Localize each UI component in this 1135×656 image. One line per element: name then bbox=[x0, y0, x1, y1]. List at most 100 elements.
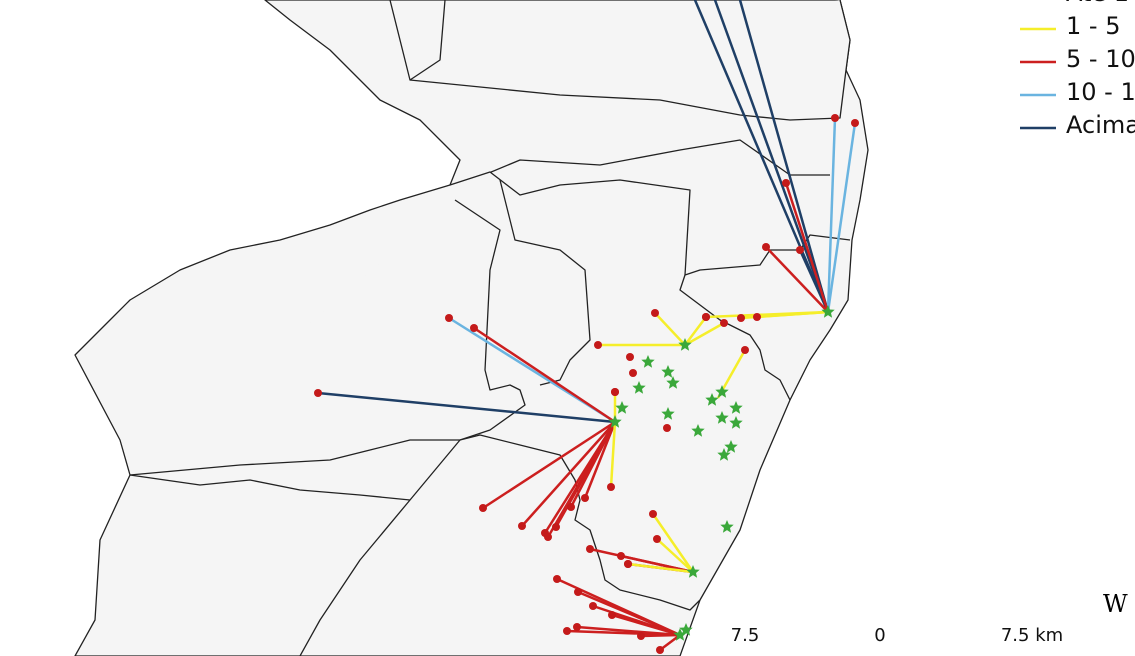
link bbox=[656, 538, 694, 573]
destination-star bbox=[686, 565, 700, 578]
link bbox=[784, 182, 830, 313]
origin-point bbox=[445, 314, 453, 322]
scale-label: 7.5 km bbox=[1001, 625, 1063, 646]
destination-star bbox=[661, 407, 675, 420]
link bbox=[826, 117, 837, 313]
destination-star bbox=[821, 305, 835, 318]
origin-point bbox=[607, 483, 615, 491]
destination-star bbox=[632, 381, 646, 394]
origin-point bbox=[617, 552, 625, 560]
origin-point bbox=[563, 627, 571, 635]
origin-point bbox=[553, 575, 561, 583]
scale-label: 7.5 bbox=[731, 625, 760, 646]
destination-star bbox=[673, 628, 687, 641]
destination-star bbox=[729, 416, 743, 429]
link bbox=[473, 326, 616, 424]
origin-point bbox=[594, 341, 602, 349]
points bbox=[314, 114, 859, 654]
link bbox=[609, 421, 617, 488]
origin-point bbox=[653, 535, 661, 543]
origin-point bbox=[753, 313, 761, 321]
links bbox=[317, 0, 857, 651]
link bbox=[654, 312, 686, 346]
origin-point bbox=[470, 324, 478, 332]
origin-point bbox=[651, 309, 659, 317]
link bbox=[684, 321, 725, 347]
destination-star bbox=[661, 365, 675, 378]
link bbox=[521, 421, 616, 527]
destination-star bbox=[724, 440, 738, 453]
link bbox=[826, 122, 857, 313]
link bbox=[576, 625, 681, 637]
link bbox=[640, 633, 681, 638]
link bbox=[482, 420, 616, 510]
link bbox=[651, 513, 695, 573]
region bbox=[129, 199, 526, 476]
link bbox=[765, 246, 829, 313]
link bbox=[317, 391, 616, 424]
link bbox=[684, 316, 707, 346]
link bbox=[577, 590, 681, 637]
link bbox=[583, 421, 617, 499]
legend: Até 1 1 - 5 5 - 10 10 - 1 Acima bbox=[1020, 0, 1135, 139]
destination-star bbox=[608, 415, 622, 428]
origin-point bbox=[649, 510, 657, 518]
origin-point bbox=[796, 246, 804, 254]
legend-label: 5 - 10 bbox=[1066, 45, 1135, 73]
legend-label: Até 1 bbox=[1066, 0, 1129, 7]
destination-star bbox=[715, 385, 729, 398]
origin-point bbox=[574, 588, 582, 596]
region bbox=[499, 179, 591, 386]
region bbox=[129, 474, 411, 501]
origin-point bbox=[552, 523, 560, 531]
origin-point bbox=[624, 560, 632, 568]
link bbox=[756, 310, 829, 319]
origin-point bbox=[663, 424, 671, 432]
link bbox=[611, 613, 681, 637]
origin-point bbox=[741, 346, 749, 354]
origin-point bbox=[589, 602, 597, 610]
destination-star bbox=[729, 401, 743, 414]
origin-point bbox=[518, 522, 526, 530]
destination-star bbox=[679, 623, 693, 636]
origin-point bbox=[629, 369, 637, 377]
origin-point bbox=[608, 611, 616, 619]
destination-star bbox=[678, 338, 692, 351]
destination-star bbox=[641, 355, 655, 368]
destination-star bbox=[615, 401, 629, 414]
scale-label: 0 bbox=[874, 625, 885, 646]
origin-point bbox=[544, 533, 552, 541]
legend-label: 10 - 1 bbox=[1066, 78, 1135, 106]
origin-point bbox=[831, 114, 839, 122]
origin-point bbox=[702, 313, 710, 321]
origin-point bbox=[851, 119, 859, 127]
north-arrow-label: W bbox=[1103, 590, 1128, 618]
region bbox=[409, 0, 851, 121]
link bbox=[738, 0, 830, 313]
region bbox=[389, 0, 446, 81]
link bbox=[713, 0, 830, 313]
origin-point bbox=[626, 353, 634, 361]
origin-point bbox=[479, 504, 487, 512]
destination-star bbox=[715, 411, 729, 424]
origin-point bbox=[656, 646, 664, 654]
link bbox=[569, 421, 617, 508]
origin-point bbox=[762, 243, 770, 251]
region bbox=[299, 439, 461, 656]
origin-point bbox=[581, 494, 589, 502]
scale-bar: 7.5 0 7.5 km bbox=[731, 625, 1063, 646]
link bbox=[627, 562, 694, 574]
origin-point bbox=[720, 319, 728, 327]
destination-star bbox=[666, 376, 680, 389]
legend-label: Acima bbox=[1066, 111, 1135, 139]
origin-point bbox=[782, 179, 790, 187]
region bbox=[679, 274, 791, 401]
origin-point bbox=[586, 545, 594, 553]
destination-star bbox=[705, 393, 719, 406]
destination-star bbox=[691, 424, 705, 437]
origin-point bbox=[737, 314, 745, 322]
origin-point bbox=[567, 503, 575, 511]
destination-star bbox=[717, 448, 731, 461]
